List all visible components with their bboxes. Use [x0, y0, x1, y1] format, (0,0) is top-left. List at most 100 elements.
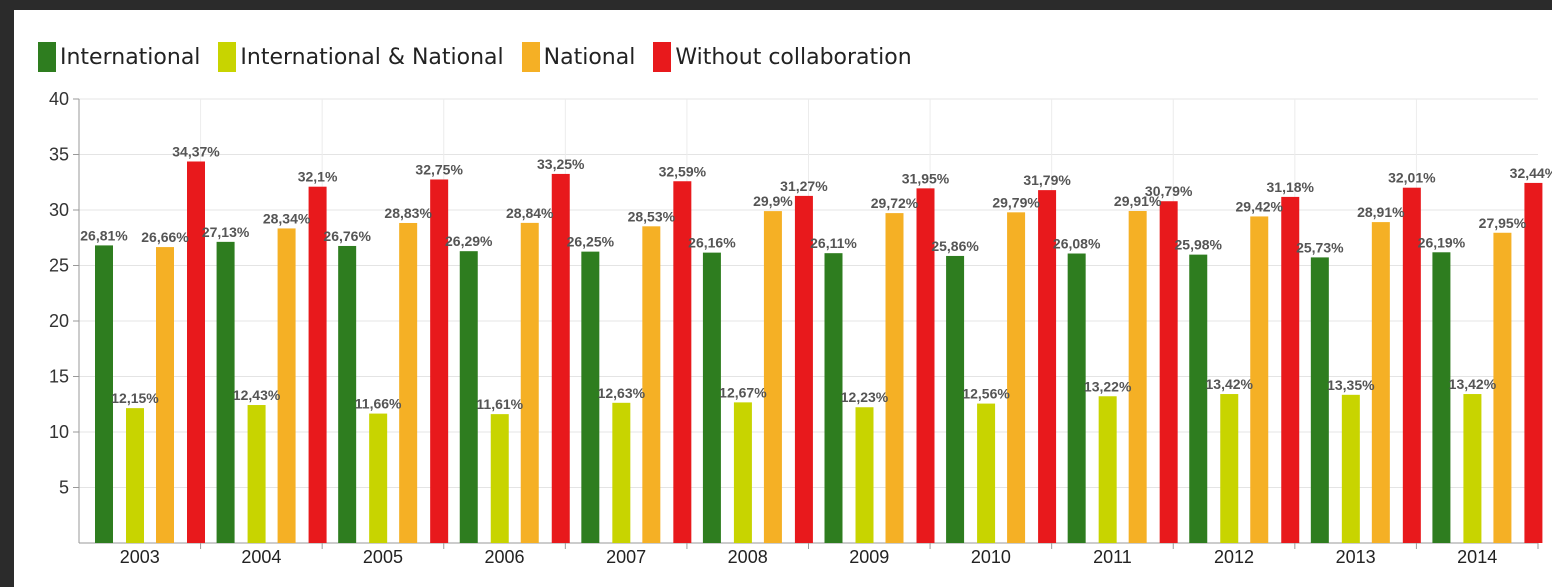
bar-data-label: 29,72% — [871, 195, 919, 211]
bar[interactable] — [1067, 253, 1086, 543]
x-tick-label: 2010 — [971, 547, 1011, 567]
bar[interactable] — [1128, 210, 1147, 543]
bar[interactable] — [733, 402, 752, 543]
bar[interactable] — [946, 255, 965, 544]
bar[interactable] — [430, 179, 449, 543]
bar[interactable] — [490, 414, 509, 543]
legend-label-international: International — [60, 44, 201, 70]
bar[interactable] — [885, 213, 904, 543]
bar[interactable] — [977, 403, 996, 543]
bar[interactable] — [399, 222, 418, 543]
x-tick-label: 2007 — [606, 547, 646, 567]
legend-swatch-international-national — [218, 42, 237, 72]
bar[interactable] — [1250, 216, 1269, 544]
bar[interactable] — [916, 188, 935, 544]
bar[interactable] — [126, 408, 144, 543]
bar-data-label: 33,25% — [537, 156, 585, 172]
bar[interactable] — [1220, 394, 1239, 543]
x-tick-label: 2008 — [728, 547, 768, 567]
bar-data-label: 29,79% — [992, 194, 1040, 210]
y-tick-label: 15 — [49, 367, 69, 387]
bar[interactable] — [187, 161, 205, 544]
bar-data-label: 32,44% — [1510, 165, 1552, 181]
bars — [95, 161, 1543, 544]
bar-data-label: 32,1% — [298, 169, 338, 185]
legend-item-international-national[interactable]: International & National — [218, 42, 504, 72]
legend-item-without-collaboration[interactable]: Without collaboration — [653, 42, 912, 72]
bar-data-label: 34,37% — [172, 143, 220, 159]
y-tick-label: 25 — [49, 256, 69, 276]
bar[interactable] — [1098, 396, 1117, 543]
bar[interactable] — [1493, 232, 1512, 543]
bar[interactable] — [1038, 190, 1057, 544]
bar-data-label: 26,29% — [445, 233, 493, 249]
bar[interactable] — [1281, 196, 1300, 544]
bar-data-label: 30,79% — [1145, 183, 1193, 199]
bar-data-label: 31,18% — [1267, 179, 1315, 195]
bar[interactable] — [673, 181, 692, 543]
x-tick-label: 2006 — [485, 547, 525, 567]
bar[interactable] — [277, 228, 296, 543]
bar-data-label: 13,35% — [1327, 377, 1375, 393]
bar[interactable] — [702, 252, 721, 543]
bar-data-label: 26,11% — [810, 235, 857, 251]
x-tick-label: 2013 — [1336, 547, 1376, 567]
bar[interactable] — [1007, 212, 1026, 543]
legend-label-without-collaboration: Without collaboration — [675, 44, 912, 70]
bar-data-label: 28,83% — [384, 205, 432, 221]
bar[interactable] — [1310, 257, 1329, 543]
bar-data-label: 28,91% — [1357, 204, 1405, 220]
bar-data-label: 26,19% — [1418, 234, 1466, 250]
chart-panel: International International & National N… — [14, 10, 1552, 587]
bar[interactable] — [642, 226, 661, 543]
bar-data-label: 29,42% — [1236, 198, 1284, 214]
legend-swatch-national — [521, 42, 540, 72]
bar[interactable] — [95, 245, 113, 543]
bar[interactable] — [612, 402, 631, 543]
legend-swatch-without-collaboration — [653, 42, 672, 72]
bar[interactable] — [1341, 394, 1360, 543]
bar[interactable] — [1432, 252, 1451, 543]
legend-item-international[interactable]: International — [38, 42, 200, 72]
bar[interactable] — [1159, 201, 1178, 543]
y-tick-label: 5 — [59, 478, 69, 498]
bar-data-label: 25,86% — [931, 238, 979, 254]
bar[interactable] — [247, 405, 266, 543]
bar-data-label: 31,27% — [780, 178, 828, 194]
bar[interactable] — [794, 195, 813, 543]
bar[interactable] — [1402, 187, 1421, 543]
bar[interactable] — [156, 247, 174, 543]
bar-data-label: 12,43% — [233, 387, 281, 403]
x-tick-label: 2004 — [241, 547, 281, 567]
bar[interactable] — [338, 245, 357, 544]
bar[interactable] — [1371, 222, 1390, 543]
bar[interactable] — [459, 251, 478, 543]
bar-data-label: 13,42% — [1449, 376, 1497, 392]
bar-data-label: 28,53% — [628, 208, 676, 224]
bar-data-label: 29,91% — [1114, 193, 1162, 209]
bar-data-label: 31,95% — [902, 170, 950, 186]
bar-data-label: 28,84% — [506, 205, 554, 221]
bar-data-label: 25,98% — [1175, 237, 1223, 253]
bar[interactable] — [855, 407, 874, 543]
bar[interactable] — [551, 173, 570, 544]
bar[interactable] — [369, 413, 388, 543]
bar[interactable] — [216, 241, 235, 543]
y-tick-label: 40 — [49, 89, 69, 109]
bar-data-label: 25,73% — [1296, 239, 1344, 255]
bar[interactable] — [520, 222, 539, 543]
bar-data-label: 26,25% — [567, 234, 615, 250]
bar-data-label: 29,9% — [753, 193, 793, 209]
bar[interactable] — [824, 253, 843, 543]
legend-label-national: National — [543, 44, 636, 70]
bar[interactable] — [308, 186, 327, 543]
legend-item-national[interactable]: National — [521, 42, 636, 72]
bar[interactable] — [1189, 254, 1208, 543]
bar[interactable] — [1463, 394, 1482, 543]
bar[interactable] — [1524, 182, 1543, 543]
bar-data-label: 12,23% — [841, 389, 889, 405]
bar-data-label: 26,16% — [688, 235, 736, 251]
bar[interactable] — [581, 251, 600, 543]
y-tick-label: 10 — [49, 422, 69, 442]
bar[interactable] — [763, 211, 782, 544]
